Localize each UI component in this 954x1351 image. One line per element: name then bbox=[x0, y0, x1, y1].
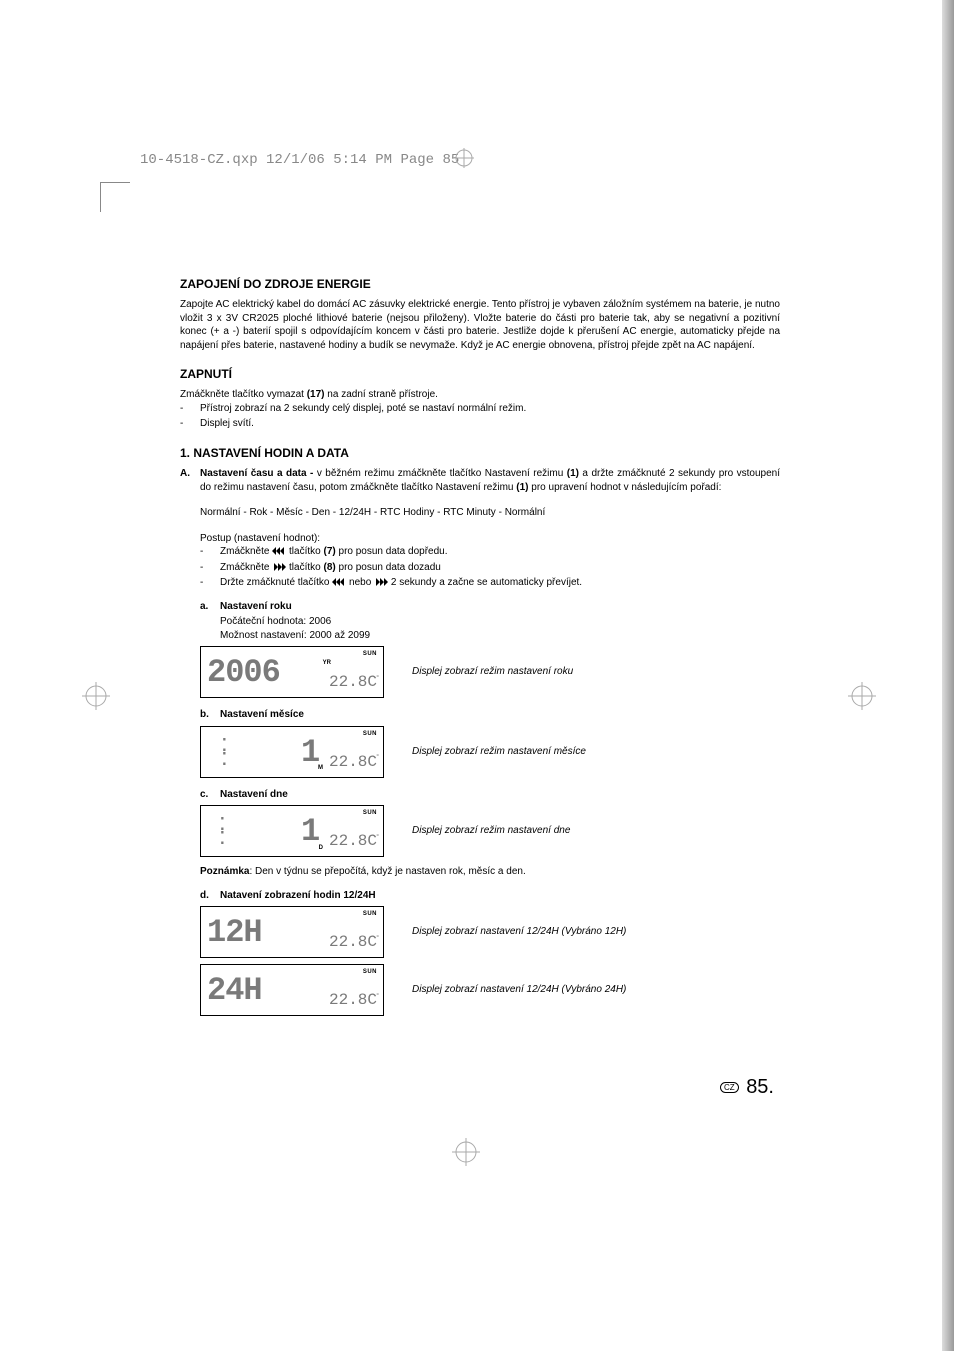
registration-mark-left bbox=[82, 682, 110, 710]
page-content: ZAPOJENÍ DO ZDROJE ENERGIE Zapojte AC el… bbox=[180, 276, 780, 1022]
registration-mark-bottom bbox=[452, 1138, 480, 1166]
caption-year: Displej zobrazí režim nastavení roku bbox=[412, 665, 573, 679]
registration-mark-top bbox=[454, 148, 474, 168]
lcd-day: SUN :: 1 D 22.8C ° bbox=[200, 805, 384, 857]
lcd-year: SUN 2006 YR 22.8C ° bbox=[200, 646, 384, 698]
next-icon bbox=[272, 563, 286, 571]
sub-b-heading: b. Nastavení měsíce bbox=[200, 708, 780, 722]
section-title-power: ZAPOJENÍ DO ZDROJE ENERGIE bbox=[180, 276, 780, 292]
section-body-power: Zapojte AC elektrický kabel do domácí AC… bbox=[180, 298, 780, 352]
caption-12h: Displej zobrazí nastavení 12/24H (Vybrán… bbox=[412, 925, 626, 939]
sub-c-heading: c. Nastavení dne bbox=[200, 788, 780, 802]
language-badge: CZ bbox=[720, 1082, 739, 1093]
lcd-12h: SUN 12H 22.8C ° bbox=[200, 906, 384, 958]
sequence-text: Normální - Rok - Měsíc - Den - 12/24H - … bbox=[200, 506, 780, 520]
sub-a-line: Možnost nastavení: 2000 až 2099 bbox=[220, 629, 780, 643]
section-title-on: ZAPNUTÍ bbox=[180, 366, 780, 382]
note-line: Poznámka: Den v týdnu se přepočítá, když… bbox=[200, 865, 780, 879]
item-a: A. Nastavení času a data - v běžném reži… bbox=[180, 467, 780, 494]
page-number: 85. bbox=[746, 1076, 774, 1098]
section-title-clock: 1. NASTAVENÍ HODIN A DATA bbox=[180, 445, 780, 461]
prev-icon bbox=[332, 578, 346, 586]
postup-item: - Držte zmáčknuté tlačítko nebo 2 sekund… bbox=[200, 576, 780, 590]
prev-icon bbox=[272, 547, 286, 555]
registration-mark-right bbox=[848, 682, 876, 710]
next-icon bbox=[374, 578, 388, 586]
caption-day: Displej zobrazí režim nastavení dne bbox=[412, 824, 570, 838]
caption-24h: Displej zobrazí nastavení 12/24H (Vybrán… bbox=[412, 983, 626, 997]
crop-mark bbox=[100, 182, 130, 212]
lcd-24h: SUN 24H 22.8C ° bbox=[200, 964, 384, 1016]
sub-a-line: Počáteční hodnota: 2006 bbox=[220, 615, 780, 629]
page-shadow bbox=[942, 0, 954, 1351]
lcd-month: SUN :: 1 M 22.8C ° bbox=[200, 726, 384, 778]
page-footer: CZ 85. bbox=[720, 1076, 774, 1099]
print-header: 10-4518-CZ.qxp 12/1/06 5:14 PM Page 85 bbox=[140, 152, 459, 168]
sub-a-heading: a. Nastavení roku bbox=[200, 600, 780, 614]
intro-line: Zmáčkněte tlačítko vymazat (17) na zadní… bbox=[180, 388, 780, 402]
postup-label: Postup (nastavení hodnot): bbox=[200, 532, 780, 546]
bullet-item: - Displej svítí. bbox=[180, 417, 780, 431]
postup-item: - Zmáčkněte tlačítko (7) pro posun data … bbox=[200, 545, 780, 559]
sub-d-heading: d. Natavení zobrazení hodin 12/24H bbox=[200, 889, 780, 903]
postup-item: - Zmáčkněte tlačítko (8) pro posun data … bbox=[200, 561, 780, 575]
caption-month: Displej zobrazí režim nastavení měsíce bbox=[412, 745, 586, 759]
bullet-item: - Přístroj zobrazí na 2 sekundy celý dis… bbox=[180, 402, 780, 416]
